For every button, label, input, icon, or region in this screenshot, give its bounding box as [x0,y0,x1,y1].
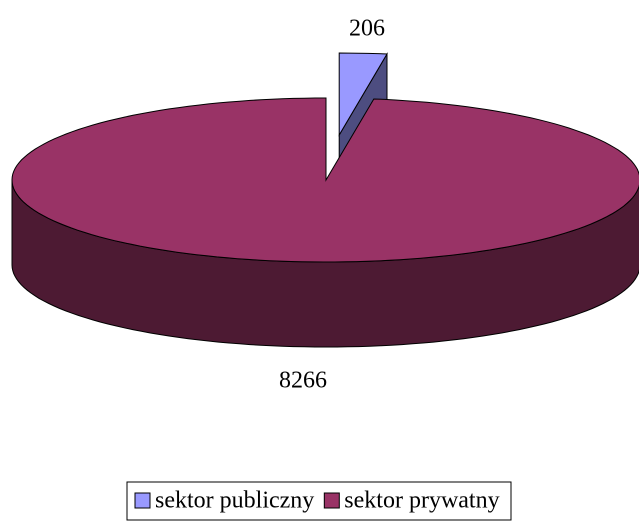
legend-swatch [323,492,340,509]
pie-slice [11,97,639,263]
legend-label: sektor publiczny [155,488,314,514]
data-label: 206 [349,16,385,42]
legend-label: sektor prywatny [344,488,499,514]
legend-box [126,481,512,521]
legend-swatch [134,492,151,509]
data-label: 8266 [279,368,327,394]
pie-slice [338,52,388,137]
